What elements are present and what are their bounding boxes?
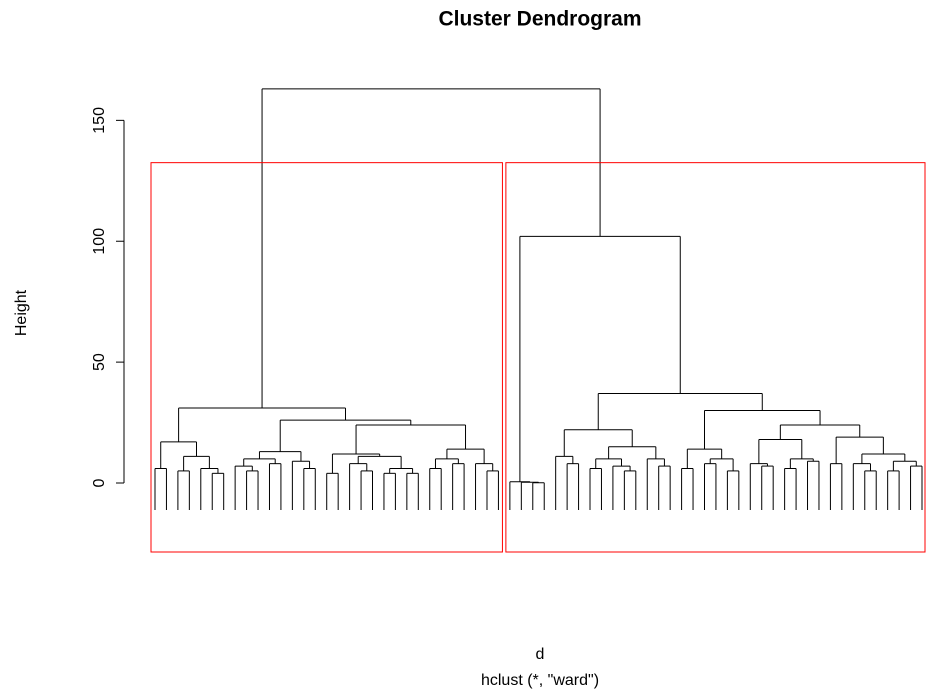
x-axis-label: d <box>536 646 545 663</box>
y-axis-label: Height <box>13 289 30 336</box>
subtitle: hclust (*, "ward") <box>481 672 599 689</box>
y-tick-label: 0 <box>91 478 108 487</box>
cluster-box <box>505 162 926 553</box>
cluster-box <box>150 162 503 553</box>
chart-title: Cluster Dendrogram <box>438 8 641 31</box>
y-tick-label: 100 <box>91 228 108 255</box>
y-tick-label: 150 <box>91 107 108 134</box>
y-tick-label: 50 <box>91 353 108 371</box>
